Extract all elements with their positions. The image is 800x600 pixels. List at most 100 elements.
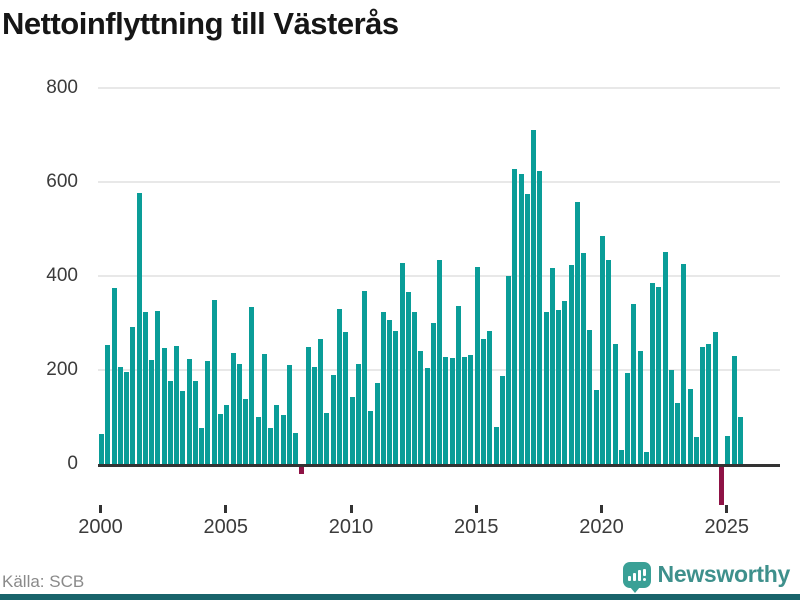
bottom-border-strip [0,594,800,600]
x-axis-tick [474,505,478,513]
x-axis-tick-label: 2025 [704,516,750,538]
x-axis-tick [600,505,603,513]
bar-2004-Q3 [211,299,217,464]
bar-2010-Q2 [355,364,361,464]
bar-2006-Q4 [268,428,274,464]
bar-2000-Q1 [99,433,104,464]
y-axis-tick-label: 600 [46,171,78,192]
bar-2000-Q2 [105,345,111,464]
bar-2003-Q4 [192,380,198,464]
bar-2008-Q3 [311,366,317,464]
bar-2013-Q4 [443,356,449,464]
bar-2004-Q2 [205,360,211,464]
y-axis-tick-label: 800 [46,77,78,98]
bar-2003-Q1 [174,345,180,464]
bar-2004-Q1 [199,428,205,464]
x-axis-tick [349,505,353,513]
bar-2020-Q4 [618,449,624,464]
source-caption: Källa: SCB [2,572,85,591]
bar-2001-Q1 [124,371,130,464]
bar-2023-Q3 [687,388,693,464]
bar-2013-Q1 [424,367,430,464]
x-axis-tick-label: 2015 [454,516,499,538]
bar-2009-Q2 [330,374,336,464]
bar-2008-Q1 [299,467,305,475]
bar-2017-Q2 [531,130,537,464]
y-axis-tick-label: 0 [67,453,78,474]
bar-2001-Q3 [136,192,142,464]
bar-2024-Q3 [712,332,718,464]
bar-2019-Q2 [581,252,587,464]
x-axis-tick-label: 2010 [328,516,374,538]
y-gridline [98,181,780,183]
bar-2007-Q3 [286,365,292,464]
bar-2018-Q2 [556,309,562,464]
bar-2014-Q4 [468,354,474,464]
bar-2015-Q3 [487,330,493,464]
bar-2006-Q3 [261,354,267,464]
bar-2023-Q4 [693,437,699,464]
bar-2002-Q3 [161,347,167,464]
bar-2014-Q2 [455,305,461,464]
bar-2005-Q4 [243,398,249,464]
bar-2000-Q3 [111,287,117,464]
bar-2003-Q2 [180,391,186,464]
y-axis-tick-label: 200 [46,359,78,380]
bar-2022-Q1 [650,282,656,464]
newsworthy-logo-icon [622,561,651,593]
bar-2008-Q4 [318,339,324,464]
bar-2022-Q3 [662,251,668,464]
bar-2020-Q2 [606,259,612,464]
bar-2015-Q1 [474,266,480,464]
bar-2012-Q4 [418,351,424,464]
bar-2022-Q4 [668,370,674,464]
bar-2001-Q2 [130,327,136,464]
bar-2021-Q2 [631,304,637,464]
bar-2015-Q2 [481,338,486,464]
bar-2017-Q1 [524,193,530,464]
bar-2010-Q4 [368,411,374,464]
bar-2018-Q4 [568,265,574,464]
bar-2011-Q4 [393,330,399,464]
bar-2011-Q2 [380,312,386,464]
bar-2006-Q2 [255,417,261,464]
bar-2020-Q3 [612,343,618,464]
bar-2025-Q3 [737,417,743,464]
bar-2007-Q4 [293,432,299,464]
y-gridline [98,87,780,89]
bar-2002-Q4 [167,380,173,464]
bar-2003-Q3 [186,358,192,464]
bar-2016-Q2 [506,276,512,464]
bar-2004-Q4 [217,413,223,464]
bar-2008-Q2 [305,346,311,464]
bar-2024-Q4 [718,467,724,505]
bar-2010-Q1 [349,397,355,464]
bar-2019-Q3 [587,330,593,464]
bar-2020-Q1 [600,236,605,464]
bar-2023-Q2 [681,264,687,464]
bar-2014-Q3 [462,357,468,464]
bar-2012-Q1 [399,263,405,464]
bar-2002-Q2 [155,311,161,464]
bar-2016-Q3 [512,169,518,464]
x-axis-tick-label: 2020 [579,516,624,538]
bar-2011-Q1 [374,382,380,464]
x-axis-tick [725,505,729,513]
bar-2018-Q3 [562,301,568,464]
bar-2025-Q1 [725,435,731,464]
x-axis-tick-label: 2000 [78,516,123,538]
bar-2006-Q1 [249,306,255,464]
bar-2010-Q3 [362,290,368,464]
bar-2023-Q1 [675,402,681,464]
bar-2021-Q3 [637,351,643,464]
bar-2005-Q1 [224,404,230,464]
x-axis-tick [99,505,102,513]
y-axis-tick-label: 400 [46,265,78,286]
bar-2024-Q1 [700,346,706,464]
bar-2015-Q4 [493,427,499,464]
bar-2021-Q1 [625,373,631,464]
bar-2024-Q2 [706,344,712,464]
x-axis-tick-label: 2005 [203,516,249,538]
bar-2007-Q2 [280,414,286,464]
